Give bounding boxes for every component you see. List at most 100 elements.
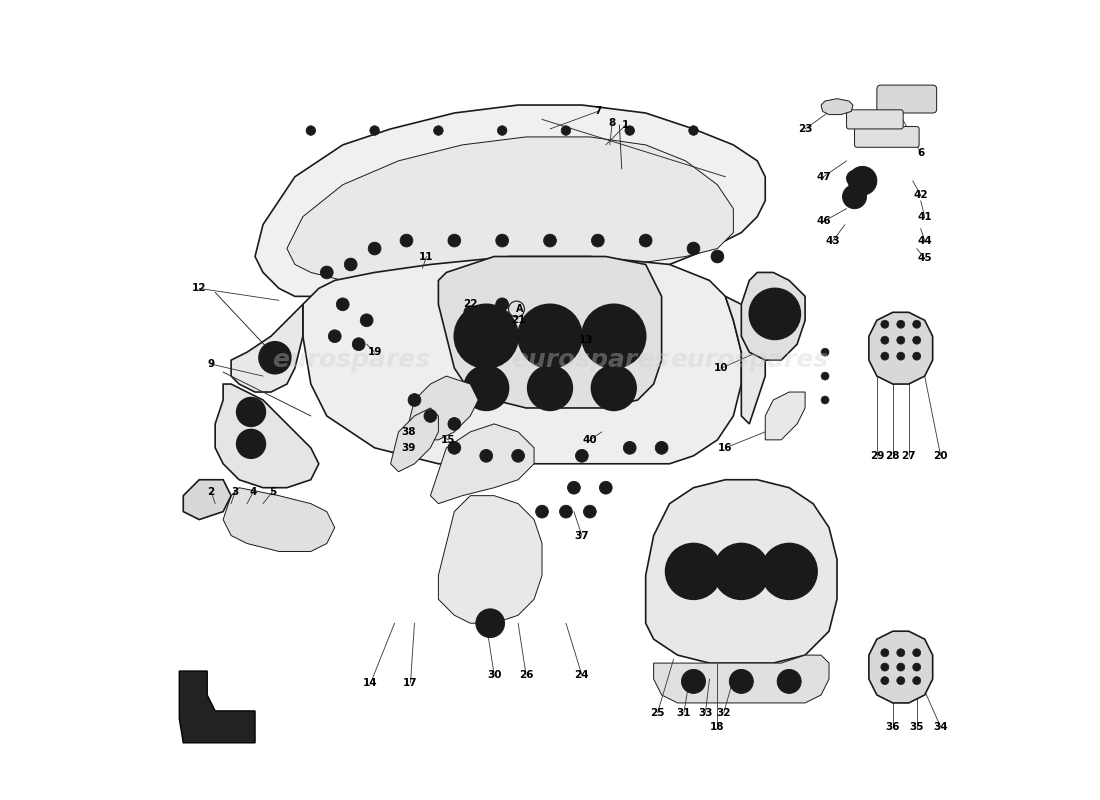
Circle shape xyxy=(688,242,700,255)
PathPatch shape xyxy=(390,408,439,472)
Circle shape xyxy=(666,543,722,599)
Circle shape xyxy=(913,336,921,344)
Circle shape xyxy=(778,670,801,694)
Circle shape xyxy=(568,482,581,494)
Circle shape xyxy=(881,663,889,671)
Circle shape xyxy=(896,677,905,685)
PathPatch shape xyxy=(741,273,805,360)
Circle shape xyxy=(896,336,905,344)
Text: 2: 2 xyxy=(208,486,214,497)
Text: 32: 32 xyxy=(716,707,732,718)
Circle shape xyxy=(582,304,646,368)
Circle shape xyxy=(624,442,636,454)
Circle shape xyxy=(560,506,572,518)
Circle shape xyxy=(400,234,412,247)
Circle shape xyxy=(496,234,508,247)
Text: 33: 33 xyxy=(698,707,713,718)
Text: 44: 44 xyxy=(917,235,932,246)
Circle shape xyxy=(881,336,889,344)
Circle shape xyxy=(236,398,265,426)
Text: 28: 28 xyxy=(886,451,900,461)
Text: 3: 3 xyxy=(231,486,239,497)
Circle shape xyxy=(454,304,518,368)
Circle shape xyxy=(711,250,724,263)
Text: 45: 45 xyxy=(917,253,932,263)
Text: 29: 29 xyxy=(870,451,884,461)
Circle shape xyxy=(476,609,505,638)
Circle shape xyxy=(306,126,316,135)
Text: 5: 5 xyxy=(268,486,276,497)
Circle shape xyxy=(881,677,889,685)
Circle shape xyxy=(526,312,574,360)
PathPatch shape xyxy=(821,98,852,114)
Text: 39: 39 xyxy=(400,443,416,453)
Circle shape xyxy=(575,450,589,462)
Circle shape xyxy=(592,234,604,247)
PathPatch shape xyxy=(223,488,334,551)
Text: 20: 20 xyxy=(934,451,948,461)
FancyBboxPatch shape xyxy=(877,85,937,113)
Circle shape xyxy=(821,372,829,380)
Text: 26: 26 xyxy=(519,670,534,680)
Circle shape xyxy=(543,234,557,247)
PathPatch shape xyxy=(869,631,933,703)
PathPatch shape xyxy=(725,296,766,424)
Circle shape xyxy=(843,185,867,209)
Circle shape xyxy=(448,418,461,430)
FancyBboxPatch shape xyxy=(855,126,920,147)
PathPatch shape xyxy=(439,496,542,623)
Circle shape xyxy=(448,234,461,247)
Text: 19: 19 xyxy=(367,347,382,357)
Circle shape xyxy=(881,649,889,657)
Circle shape xyxy=(433,126,443,135)
Text: 8: 8 xyxy=(608,118,616,127)
Circle shape xyxy=(536,506,549,518)
Text: 41: 41 xyxy=(917,212,932,222)
Text: 10: 10 xyxy=(714,363,728,373)
Circle shape xyxy=(757,296,792,331)
Circle shape xyxy=(723,553,760,590)
Text: 1: 1 xyxy=(623,120,629,130)
Circle shape xyxy=(361,314,373,326)
Text: 36: 36 xyxy=(886,722,900,732)
Circle shape xyxy=(896,320,905,328)
Circle shape xyxy=(352,338,365,350)
Text: 17: 17 xyxy=(404,678,418,688)
Text: 25: 25 xyxy=(650,707,664,718)
Text: 14: 14 xyxy=(363,678,378,688)
PathPatch shape xyxy=(179,671,255,743)
Text: 46: 46 xyxy=(816,217,831,226)
Text: 30: 30 xyxy=(487,670,502,680)
Text: 22: 22 xyxy=(463,299,477,310)
Circle shape xyxy=(625,126,635,135)
Circle shape xyxy=(424,410,437,422)
Circle shape xyxy=(370,126,379,135)
PathPatch shape xyxy=(287,137,734,281)
Text: 35: 35 xyxy=(910,722,924,732)
Circle shape xyxy=(600,482,613,494)
Circle shape xyxy=(749,288,801,339)
Text: 4: 4 xyxy=(250,486,257,497)
Circle shape xyxy=(761,543,817,599)
Circle shape xyxy=(512,450,525,462)
PathPatch shape xyxy=(216,384,319,488)
Text: eurospares: eurospares xyxy=(510,348,669,372)
Circle shape xyxy=(913,663,921,671)
Text: 24: 24 xyxy=(574,670,590,680)
FancyBboxPatch shape xyxy=(847,110,903,129)
Circle shape xyxy=(896,352,905,360)
PathPatch shape xyxy=(255,105,766,296)
PathPatch shape xyxy=(766,392,805,440)
Text: 27: 27 xyxy=(901,451,916,461)
PathPatch shape xyxy=(302,257,741,464)
Circle shape xyxy=(329,330,341,342)
Circle shape xyxy=(848,166,877,195)
Circle shape xyxy=(337,298,349,310)
Circle shape xyxy=(320,266,333,279)
Circle shape xyxy=(590,312,638,360)
Text: 18: 18 xyxy=(711,722,725,732)
Circle shape xyxy=(464,366,508,410)
Circle shape xyxy=(236,430,265,458)
Circle shape xyxy=(913,320,921,328)
Circle shape xyxy=(847,170,862,186)
